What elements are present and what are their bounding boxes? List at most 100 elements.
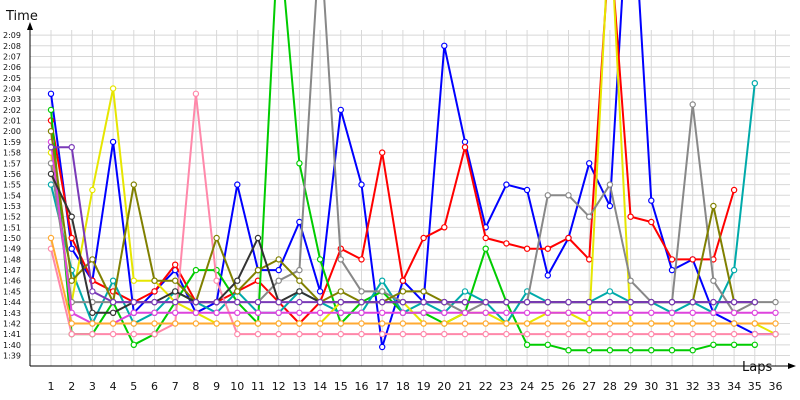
data-point: [441, 298, 448, 306]
y-tick-label: 1:45: [3, 287, 21, 296]
data-point: [751, 309, 759, 316]
y-tick-label: 1:58: [3, 149, 21, 158]
data-point: [254, 298, 262, 306]
x-tick-label: 23: [499, 380, 513, 393]
data-point: [523, 298, 531, 306]
data-point: [503, 298, 510, 306]
y-tick-label: 1:42: [3, 320, 21, 329]
x-tick-label: 7: [172, 380, 179, 393]
y-tick-label: 2:05: [3, 74, 21, 83]
data-point: [689, 320, 696, 327]
x-tick-label: 14: [313, 380, 327, 393]
data-point: [461, 309, 469, 316]
data-point: [109, 309, 117, 316]
data-point: [109, 320, 117, 327]
data-point: [254, 266, 262, 274]
data-point: [130, 341, 137, 348]
data-point: [606, 298, 614, 306]
data-point: [47, 127, 55, 135]
data-point: [751, 298, 759, 306]
data-point: [648, 197, 655, 204]
data-point: [606, 309, 614, 316]
data-point: [130, 277, 137, 284]
data-point: [358, 256, 365, 263]
data-point: [379, 298, 386, 306]
data-point: [192, 266, 200, 274]
data-point: [358, 330, 365, 338]
data-point: [130, 320, 137, 327]
y-tick-label: 1:44: [3, 298, 21, 307]
x-tick-label: 13: [292, 380, 306, 393]
data-point: [399, 298, 407, 306]
x-tick-label: 12: [272, 380, 286, 393]
x-tick-label: 15: [334, 380, 348, 393]
data-point: [399, 288, 407, 295]
data-point: [565, 320, 572, 327]
data-point: [627, 298, 634, 306]
data-point: [254, 320, 262, 327]
data-point: [420, 330, 427, 338]
x-tick-label: 17: [375, 380, 389, 393]
data-point: [89, 256, 96, 263]
data-point: [710, 298, 717, 306]
data-point: [420, 288, 427, 295]
data-point: [89, 320, 96, 327]
data-point: [399, 277, 407, 284]
data-point: [296, 218, 303, 226]
y-tick-label: 1:39: [3, 352, 21, 361]
data-point: [730, 309, 738, 316]
data-point: [337, 330, 344, 338]
data-point: [234, 320, 241, 327]
data-point: [482, 298, 489, 306]
y-tick-label: 1:48: [3, 255, 21, 264]
data-point: [544, 330, 552, 338]
data-point: [523, 245, 531, 252]
x-tick-label: 5: [130, 380, 137, 393]
data-point: [234, 288, 241, 295]
data-point: [275, 256, 282, 263]
data-point: [668, 298, 676, 306]
x-tick-label: 29: [624, 380, 638, 393]
data-point: [461, 298, 469, 306]
data-point: [730, 330, 738, 338]
x-tick-label: 8: [192, 380, 199, 393]
data-point: [47, 234, 55, 242]
data-point: [648, 347, 655, 354]
data-point: [68, 213, 75, 220]
data-point: [627, 277, 634, 284]
data-point: [275, 266, 282, 274]
data-point: [316, 320, 324, 327]
data-point: [420, 320, 427, 327]
data-point: [379, 288, 386, 295]
x-tick-label: 22: [479, 380, 493, 393]
x-tick-label: 36: [769, 380, 783, 393]
data-point: [47, 106, 55, 114]
x-tick-label: 20: [437, 380, 451, 393]
data-point: [689, 101, 696, 108]
data-point: [441, 320, 448, 327]
data-point: [399, 330, 407, 338]
data-point: [586, 160, 593, 167]
x-tick-label: 21: [458, 380, 472, 393]
x-axis-label: Laps: [742, 360, 772, 375]
data-point: [710, 330, 717, 338]
series-7: [47, 0, 779, 316]
data-point: [627, 330, 634, 338]
y-axis-label: Time: [5, 9, 38, 24]
data-point: [379, 343, 386, 351]
data-point: [151, 309, 158, 316]
data-point: [627, 320, 634, 327]
data-point: [130, 330, 137, 338]
data-point: [89, 186, 96, 194]
data-point: [275, 298, 282, 306]
data-point: [710, 341, 717, 348]
y-tick-label: 2:04: [3, 85, 21, 94]
y-tick-label: 1:51: [3, 223, 21, 232]
y-tick-label: 1:40: [3, 341, 21, 350]
data-point: [565, 309, 572, 316]
data-point: [151, 298, 158, 306]
x-tick-label: 26: [562, 380, 576, 393]
data-point: [482, 245, 489, 252]
y-tick-label: 1:55: [3, 181, 21, 190]
data-point: [316, 309, 324, 316]
